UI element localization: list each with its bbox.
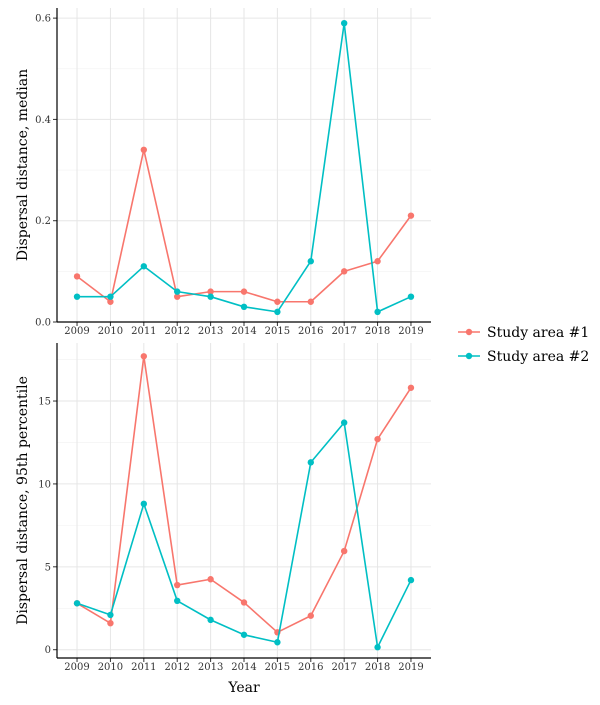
x-tick-label: 2015: [265, 326, 290, 337]
x-tick-label: 2009: [64, 662, 89, 673]
data-point: [107, 611, 114, 619]
y-axis-title: Dispersal distance, 95th percentile: [15, 376, 31, 625]
data-point: [340, 547, 348, 555]
data-point: [274, 639, 281, 646]
x-tick-label: 2018: [365, 662, 390, 673]
x-tick-label: 2011: [131, 662, 156, 673]
x-tick-label: 2010: [98, 662, 123, 673]
data-point: [207, 576, 214, 583]
y-tick-label: 0.4: [35, 115, 51, 126]
data-point: [407, 384, 415, 391]
data-point: [407, 293, 415, 300]
data-point: [340, 268, 348, 275]
data-point: [107, 619, 114, 627]
data-point: [174, 293, 181, 300]
y-axis-title: Dispersal distance, median: [15, 69, 31, 261]
data-point: [73, 293, 81, 300]
y-tick-label: 15: [38, 397, 51, 408]
x-tick-label: 2010: [98, 326, 123, 337]
data-point: [240, 303, 248, 311]
data-point: [140, 146, 148, 154]
data-point: [207, 616, 214, 624]
data-point: [274, 308, 281, 316]
legend-key-point: [465, 328, 473, 336]
x-axis-title: Year: [227, 680, 260, 696]
data-point: [73, 600, 81, 607]
data-point: [207, 293, 214, 300]
data-point: [107, 293, 114, 300]
y-tick-label: 0.2: [35, 216, 51, 227]
x-tick-label: 2017: [331, 662, 356, 673]
data-point: [174, 597, 181, 605]
legend-label: Study area #2: [487, 349, 589, 365]
x-tick-label: 2014: [231, 662, 256, 673]
data-point: [140, 500, 148, 508]
data-point: [174, 288, 181, 295]
x-tick-label: 2018: [365, 326, 390, 337]
data-point: [407, 212, 415, 219]
x-tick-label: 2014: [231, 326, 256, 337]
data-point: [407, 576, 415, 584]
x-tick-label: 2019: [398, 662, 423, 673]
x-tick-label: 2017: [331, 326, 356, 337]
data-point: [140, 263, 148, 270]
x-tick-label: 2012: [164, 326, 189, 337]
data-point: [274, 298, 281, 305]
data-point: [374, 435, 381, 443]
data-point: [240, 599, 248, 606]
data-point: [73, 273, 81, 280]
x-tick-label: 2015: [265, 662, 290, 673]
y-tick-label: 10: [38, 479, 51, 490]
x-tick-label: 2019: [398, 326, 423, 337]
data-point: [107, 298, 114, 305]
x-tick-label: 2012: [164, 662, 189, 673]
data-point: [374, 644, 381, 651]
data-point: [307, 258, 314, 265]
x-tick-label: 2011: [131, 326, 156, 337]
data-point: [240, 631, 248, 638]
data-point: [240, 288, 248, 295]
x-tick-label: 2013: [198, 662, 223, 673]
data-point: [307, 612, 314, 619]
x-tick-label: 2016: [298, 326, 323, 337]
data-point: [340, 19, 348, 27]
y-tick-label: 0.6: [35, 14, 51, 25]
data-point: [207, 288, 214, 295]
data-point: [374, 258, 381, 265]
data-point: [340, 419, 348, 426]
y-tick-label: 0.0: [35, 318, 51, 329]
x-tick-label: 2013: [198, 326, 223, 337]
x-tick-label: 2016: [298, 662, 323, 673]
y-tick-label: 5: [45, 562, 51, 573]
data-point: [307, 298, 314, 305]
data-point: [374, 308, 381, 316]
x-tick-label: 2009: [64, 326, 89, 337]
data-point: [140, 353, 148, 360]
legend-key-point: [465, 352, 473, 360]
y-tick-label: 0: [45, 645, 51, 656]
data-point: [307, 459, 314, 466]
data-point: [174, 581, 181, 589]
legend-label: Study area #1: [487, 325, 589, 341]
